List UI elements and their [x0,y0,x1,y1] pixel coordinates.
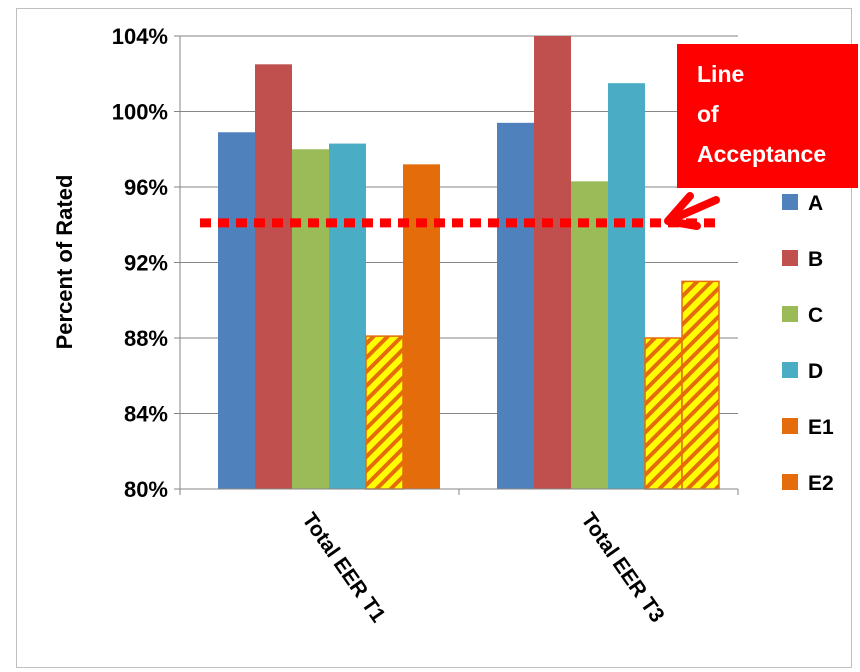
y-tick-label: 104% [112,24,168,49]
legend-label-e2: E2 [808,472,834,495]
legend-swatch-e2 [782,474,798,490]
x-tick-label: Total EER T1 [297,509,389,627]
bar-d-2 [608,83,645,489]
legend-label-d: D [808,360,823,383]
legend-swatch-c [782,306,798,322]
legend-swatch-b [782,250,798,266]
bar-e2-2 [681,280,720,490]
bar-a-1 [218,132,255,489]
y-tick-label: 80% [124,477,168,502]
callout-box [677,44,858,188]
bar-c-2 [571,181,608,489]
callout-text-line: of [697,101,719,127]
bar-c-1 [292,149,329,489]
legend-label-b: B [808,248,823,271]
y-tick-label: 92% [124,251,168,276]
callout-text-line: Acceptance [697,141,826,167]
callout-text-line: Line [697,61,744,87]
legend-swatch-a [782,194,798,210]
bar-e1-2 [644,337,683,490]
bar-a-2 [497,122,534,489]
bar-e1-1 [365,335,404,490]
bar-b-1 [255,64,292,489]
bar-d-1 [329,143,366,489]
legend-swatch-e1 [782,418,798,434]
legend-label-a: A [808,192,823,215]
arrow-head [664,192,701,230]
legend-swatch-d [782,362,798,378]
y-tick-label: 100% [112,100,168,125]
legend: A B C D E1 E2 [782,192,834,495]
x-tick-label: Total EER T3 [576,509,668,627]
acceptance-callout: Line of Acceptance [664,44,858,230]
y-tick-label: 96% [124,175,168,200]
y-tick-label: 88% [124,326,168,351]
bar-e2-1 [403,164,440,489]
arrow-shaft [671,196,720,222]
bar-b-2 [534,36,571,489]
legend-label-e1: E1 [808,416,834,439]
y-tick-label: 84% [124,402,168,427]
y-axis-label: Percent of Rated [52,175,77,350]
legend-label-c: C [808,304,823,327]
